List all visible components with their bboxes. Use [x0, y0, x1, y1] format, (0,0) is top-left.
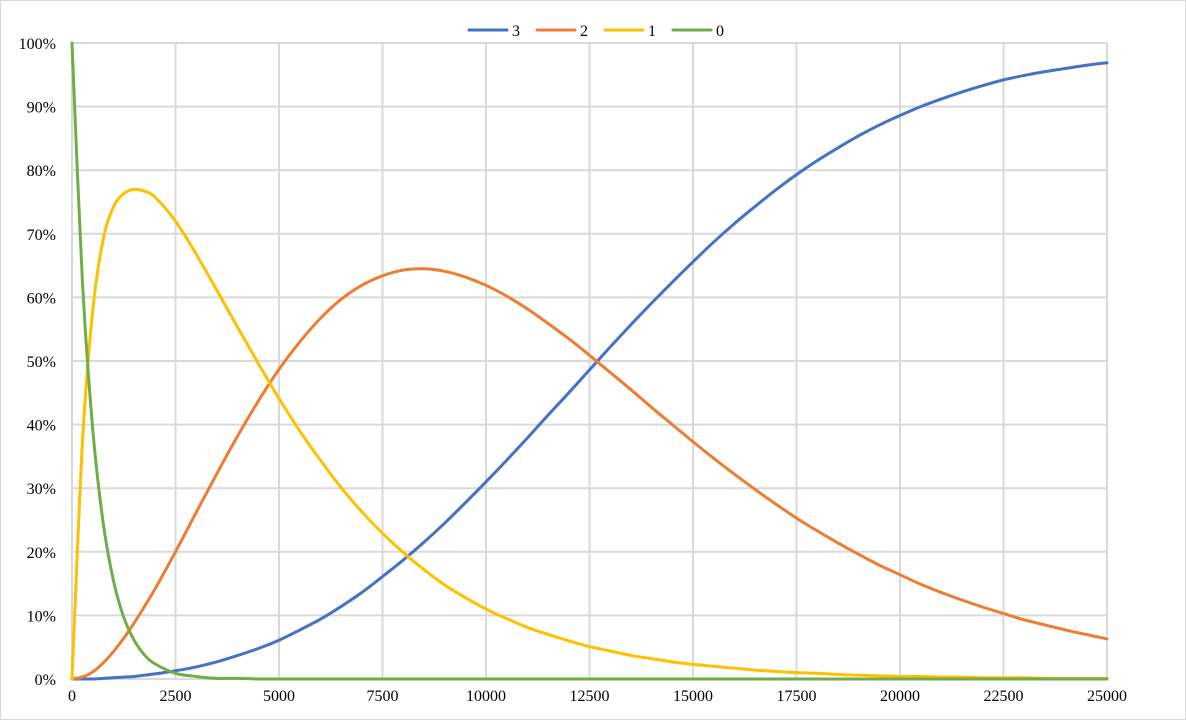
series-line-0 [70, 41, 1109, 681]
legend-item-3: 3 [467, 23, 520, 40]
grid [71, 42, 1108, 680]
x-tick-label: 5000 [263, 688, 295, 705]
y-tick-label: 70% [27, 227, 56, 244]
legend-label: 3 [512, 23, 520, 40]
legend-item-0: 0 [671, 23, 724, 40]
y-tick-label: 40% [27, 418, 56, 435]
legend-label: 2 [580, 23, 588, 40]
y-tick-label: 0% [35, 672, 56, 689]
x-tick-label: 25000 [1087, 688, 1127, 705]
legend-item-1: 1 [603, 23, 656, 40]
legend-label: 0 [716, 23, 724, 40]
x-tick-label: 15000 [673, 688, 713, 705]
y-tick-label: 50% [27, 354, 56, 371]
y-tick-label: 100% [19, 36, 56, 53]
y-axis-ticks: 0% 10% 20% 30% 40% 50% 60% 70% 80% 90% 100% [19, 36, 56, 689]
series-line-1 [70, 187, 1109, 681]
series-lines [70, 41, 1109, 681]
series-line-2 [70, 267, 1109, 681]
legend-item-2: 2 [535, 23, 588, 40]
x-tick-label: 10000 [466, 688, 506, 705]
x-tick-label: 17500 [777, 688, 817, 705]
y-tick-label: 30% [27, 481, 56, 498]
y-tick-label: 80% [27, 163, 56, 180]
legend: 3 2 1 0 [467, 23, 724, 40]
y-tick-label: 60% [27, 290, 56, 307]
legend-label: 1 [648, 23, 656, 40]
x-tick-label: 0 [68, 688, 76, 705]
x-tick-label: 7500 [367, 688, 399, 705]
x-tick-label: 20000 [880, 688, 920, 705]
series-line-3 [70, 61, 1109, 681]
x-tick-label: 22500 [984, 688, 1024, 705]
y-tick-label: 90% [27, 100, 56, 117]
x-axis-ticks: 0 2500 5000 7500 10000 12500 15000 17500 20000 22… [68, 688, 1127, 705]
y-tick-label: 20% [27, 545, 56, 562]
x-tick-label: 12500 [570, 688, 610, 705]
x-tick-label: 2500 [160, 688, 192, 705]
y-tick-label: 10% [27, 608, 56, 625]
